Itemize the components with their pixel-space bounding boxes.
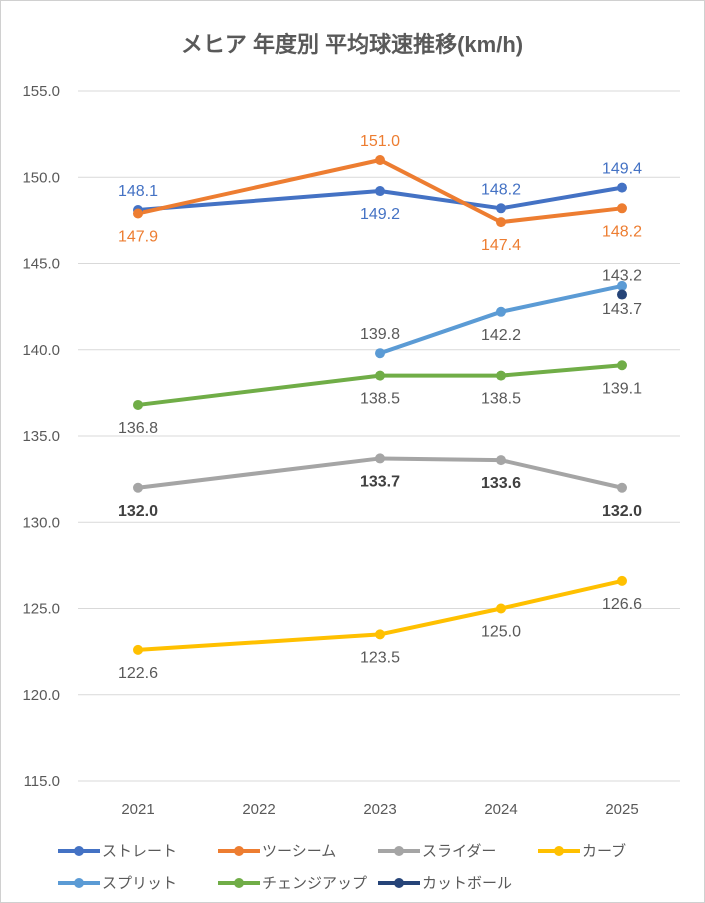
data-label: 149.4 <box>602 161 642 178</box>
data-point <box>375 370 385 381</box>
y-tick-label: 155.0 <box>22 83 60 100</box>
y-tick-label: 125.0 <box>22 601 60 618</box>
chart-title: メヒア 年度別 平均球速推移(km/h) <box>181 32 523 57</box>
legend-label: カーブ <box>582 843 627 860</box>
legend-item: ストレート <box>58 840 177 861</box>
data-point <box>496 217 506 228</box>
legend-item: スライダー <box>378 840 496 861</box>
data-point <box>496 370 506 381</box>
legend-marker-icon <box>378 877 420 888</box>
data-point <box>133 482 143 493</box>
data-label: 151.0 <box>360 133 400 150</box>
data-label: 123.5 <box>360 649 400 666</box>
data-point <box>375 186 385 197</box>
data-point <box>617 575 627 586</box>
legend-label: ツーシーム <box>262 843 337 860</box>
data-label: 132.0 <box>118 503 158 520</box>
data-point <box>617 280 627 291</box>
x-tick-label: 2023 <box>363 801 396 818</box>
data-label: 122.6 <box>118 665 158 682</box>
data-point <box>375 629 385 640</box>
data-point <box>375 348 385 359</box>
data-label: 133.7 <box>360 473 400 490</box>
series-line-5 <box>137 363 623 407</box>
x-tick-label: 2025 <box>605 801 638 818</box>
data-label: 138.5 <box>360 391 400 408</box>
x-tick-label: 2021 <box>121 801 154 818</box>
data-label: 148.2 <box>602 223 642 240</box>
data-point <box>496 455 506 466</box>
data-point <box>496 603 506 614</box>
y-tick-label: 115.0 <box>24 773 60 790</box>
data-point <box>617 182 627 193</box>
series-line-3 <box>137 578 623 652</box>
data-label: 138.5 <box>481 391 521 408</box>
legend-item: チェンジアップ <box>218 872 367 893</box>
data-point <box>617 203 627 214</box>
data-label: 143.7 <box>602 301 642 318</box>
data-label: 139.8 <box>360 326 400 343</box>
data-point <box>617 360 627 371</box>
legend-marker-icon <box>218 845 260 856</box>
data-label: 147.4 <box>481 237 521 254</box>
data-label: 149.2 <box>360 206 400 223</box>
y-tick-label: 140.0 <box>22 342 60 359</box>
legend-marker-icon <box>218 877 260 888</box>
legend-marker-icon <box>378 845 420 856</box>
legend-marker-icon <box>538 845 580 856</box>
data-point <box>375 155 385 165</box>
data-label: 148.1 <box>118 183 158 200</box>
legend-item: カーブ <box>538 840 626 861</box>
legend-item: ツーシーム <box>218 840 336 861</box>
legend-marker-icon <box>58 877 100 888</box>
data-point <box>496 306 506 317</box>
legend-label: ストレート <box>102 843 178 860</box>
data-point <box>133 644 143 655</box>
data-label: 148.2 <box>481 181 521 198</box>
data-label: 125.0 <box>481 624 521 641</box>
y-tick-label: 120.0 <box>22 687 60 704</box>
data-label: 126.6 <box>602 596 642 613</box>
y-tick-label: 130.0 <box>22 514 60 531</box>
data-label: 133.6 <box>481 475 521 492</box>
series-line-0 <box>137 185 623 213</box>
data-label: 139.1 <box>602 380 642 397</box>
data-point <box>375 453 385 464</box>
y-tick-label: 145.0 <box>22 256 60 273</box>
legend-item: スプリット <box>58 872 177 893</box>
data-label: 136.8 <box>118 420 158 437</box>
legend-item: カットボール <box>378 872 512 893</box>
legend-label: スプリット <box>102 875 178 892</box>
y-tick-label: 135.0 <box>22 428 60 445</box>
data-label: 132.0 <box>602 503 642 520</box>
data-label: 143.2 <box>602 268 642 285</box>
data-point <box>617 289 627 300</box>
data-point <box>133 399 143 410</box>
y-tick-label: 150.0 <box>22 169 60 186</box>
series-line-2 <box>137 456 623 490</box>
legend-label: スライダー <box>422 843 497 860</box>
legend-label: チェンジアップ <box>262 875 368 892</box>
x-tick-label: 2024 <box>484 801 517 818</box>
data-label: 142.2 <box>481 327 521 344</box>
legend-marker-icon <box>58 845 100 856</box>
legend-label: カットボール <box>422 875 513 892</box>
data-point <box>133 208 143 219</box>
data-point <box>496 203 506 214</box>
data-point <box>617 482 627 493</box>
series-line-1 <box>137 158 623 225</box>
data-label: 147.9 <box>118 228 158 245</box>
x-tick-label: 2022 <box>242 801 275 818</box>
